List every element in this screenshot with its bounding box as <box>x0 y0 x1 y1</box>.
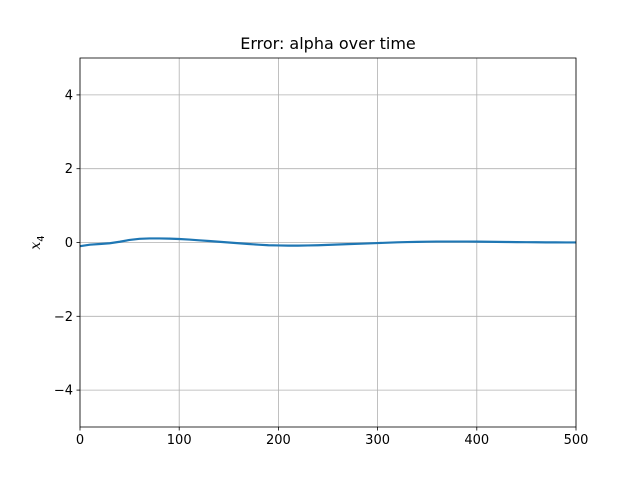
y-axis-label-main: x <box>28 242 44 250</box>
series-layer <box>79 237 576 248</box>
y-axis-label: x4 <box>28 235 47 249</box>
y-tick-label: −4 <box>54 384 73 399</box>
y-tick-label: 0 <box>65 236 73 251</box>
x-tick-label: 200 <box>266 433 291 448</box>
x-tick-label: 100 <box>167 433 192 448</box>
x-tick-label: 300 <box>365 433 390 448</box>
x-tick-label: 400 <box>464 433 489 448</box>
y-tick-label: −2 <box>54 310 73 325</box>
tick-layer: 0 100 200 300 400 500 −4 −2 0 2 4 <box>54 88 589 448</box>
x-tick-label: 0 <box>76 433 84 448</box>
chart-title: Error: alpha over time <box>240 34 416 53</box>
x-tick-label: 500 <box>564 433 589 448</box>
y-axis-label-subscript: 4 <box>36 235 47 241</box>
series-line <box>79 237 576 248</box>
y-tick-label: 4 <box>65 88 73 103</box>
y-tick-label: 2 <box>65 162 73 177</box>
